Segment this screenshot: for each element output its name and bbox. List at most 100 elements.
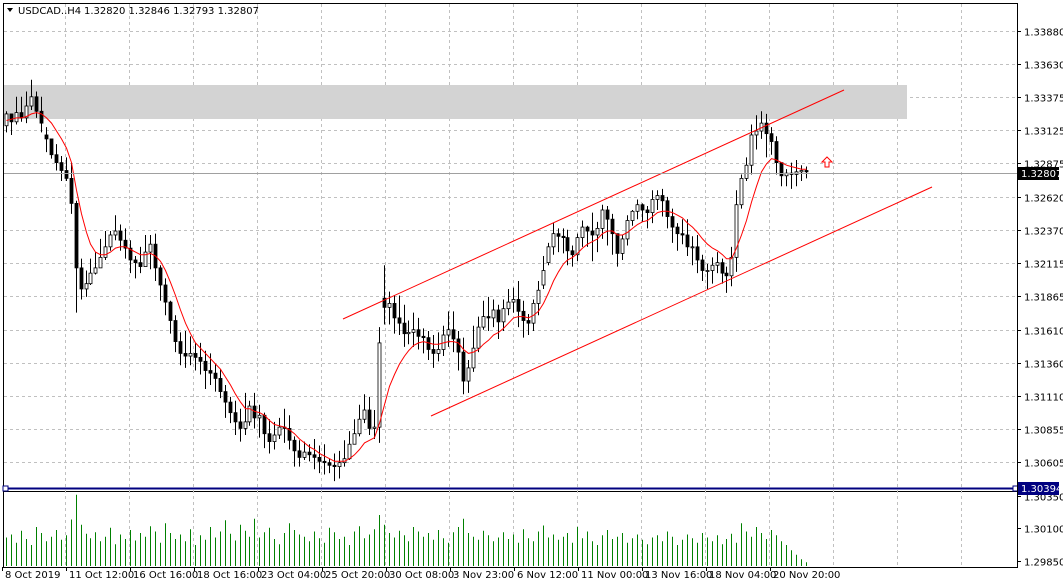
candle-body: [143, 251, 148, 267]
candle-body: [675, 226, 680, 235]
candle-body: [243, 421, 248, 429]
candle-body: [496, 309, 501, 323]
candle-body: [645, 209, 650, 214]
candle-body: [352, 433, 357, 445]
candle-body: [322, 460, 327, 464]
candle-body: [367, 409, 372, 429]
candle-body: [198, 356, 203, 362]
candle-body: [764, 122, 769, 135]
price-tick-label: 1.32620: [1024, 194, 1063, 205]
candle-body: [228, 401, 233, 414]
candle-body: [471, 347, 476, 369]
candle-body: [521, 310, 526, 321]
price-tick-label: 1.31110: [1024, 393, 1063, 404]
current-price-label: 1.32807: [1021, 169, 1062, 180]
candle-body: [705, 270, 710, 272]
candle-body: [411, 329, 416, 333]
time-tick-label: 11 Nov 00:00: [581, 570, 648, 581]
candle-body: [749, 134, 754, 166]
price-axis[interactable]: 1.33880 1.33630 1.33375 1.33125 1.32875 1.326…: [1017, 3, 1063, 569]
candle-body: [302, 451, 307, 458]
candle-body: [44, 134, 49, 140]
candle-body: [700, 259, 705, 271]
candle-body: [213, 372, 218, 379]
candle-body: [685, 234, 690, 248]
candle-body: [575, 237, 580, 256]
candle-body: [680, 233, 685, 236]
time-tick-label: 8 Oct 2019: [5, 570, 60, 581]
candle-body: [461, 351, 466, 382]
time-tick-label: 13 Nov 16:00: [645, 570, 712, 581]
candle-body: [605, 209, 610, 220]
candle-body: [804, 170, 809, 173]
candle-body: [546, 246, 551, 264]
candle-body: [193, 353, 198, 358]
candle-body: [337, 462, 342, 468]
channel-lower-line[interactable]: [430, 186, 933, 417]
candle-body: [734, 204, 739, 258]
candle-body: [625, 220, 630, 240]
ohlc-values: 1.32820 1.32846 1.32793 1.32807: [84, 6, 259, 17]
candle-body: [655, 195, 660, 200]
price-tick-label: 1.33630: [1024, 61, 1063, 72]
time-tick-label: 6 Nov 12:00: [517, 570, 578, 581]
candle-body: [64, 170, 69, 179]
candle-body: [158, 267, 163, 286]
candle-body: [163, 284, 168, 303]
support-line-handle-left[interactable]: [2, 485, 9, 492]
candle-body: [491, 309, 496, 319]
candle-body: [640, 204, 645, 211]
candle-body: [128, 247, 133, 261]
candle-body: [635, 204, 640, 212]
candle-body: [377, 342, 382, 428]
candle-body: [600, 209, 605, 229]
candle-body: [729, 256, 734, 277]
candle-body: [382, 297, 387, 308]
candle-body: [397, 317, 402, 324]
dropdown-triangle-icon[interactable]: [7, 8, 13, 12]
candle-body: [456, 338, 461, 353]
candle-body: [233, 412, 238, 423]
resistance-zone[interactable]: [4, 85, 907, 119]
candle-body: [317, 456, 322, 462]
candle-body: [526, 320, 531, 324]
price-tick-label: 1.32875: [1024, 160, 1063, 171]
candle-body: [446, 329, 451, 336]
candle-body: [466, 367, 471, 382]
moving-average-line[interactable]: [6, 112, 807, 462]
channel-upper-line[interactable]: [342, 89, 845, 320]
candle-body: [744, 164, 749, 179]
current-price-tag: [1018, 167, 1059, 180]
candle-body: [476, 326, 481, 349]
price-tick-label: 1.32370: [1024, 227, 1063, 238]
candle-body: [565, 237, 570, 252]
candle-body: [392, 303, 397, 319]
time-tick-label: 18 Nov 04:00: [709, 570, 776, 581]
candle-body: [118, 230, 123, 241]
candle-body: [19, 112, 24, 119]
candle-body: [670, 216, 675, 228]
candles: [4, 79, 809, 482]
candle-body: [69, 177, 74, 204]
price-tick-label: 1.33880: [1024, 28, 1063, 39]
candle-body: [183, 353, 188, 357]
candle-body: [739, 177, 744, 206]
time-tick-label: 18 Oct 16:00: [197, 570, 262, 581]
candle-body: [451, 329, 456, 340]
candle-body: [620, 238, 625, 254]
price-tick-label: 1.33375: [1024, 94, 1063, 105]
price-tick-label: 1.32115: [1024, 260, 1063, 271]
candle-body: [203, 360, 208, 371]
price-tick-label: 1.31610: [1024, 327, 1063, 338]
price-tick-label: 1.30855: [1024, 426, 1063, 437]
grid: [4, 4, 1017, 567]
symbol-label: USDCAD..H4: [18, 6, 81, 17]
candle-body: [421, 335, 426, 339]
up-arrow-icon[interactable]: [820, 156, 834, 168]
candle-body: [710, 264, 715, 271]
candle-body: [287, 428, 292, 441]
candle-body: [774, 141, 779, 164]
candle-body: [49, 138, 54, 156]
